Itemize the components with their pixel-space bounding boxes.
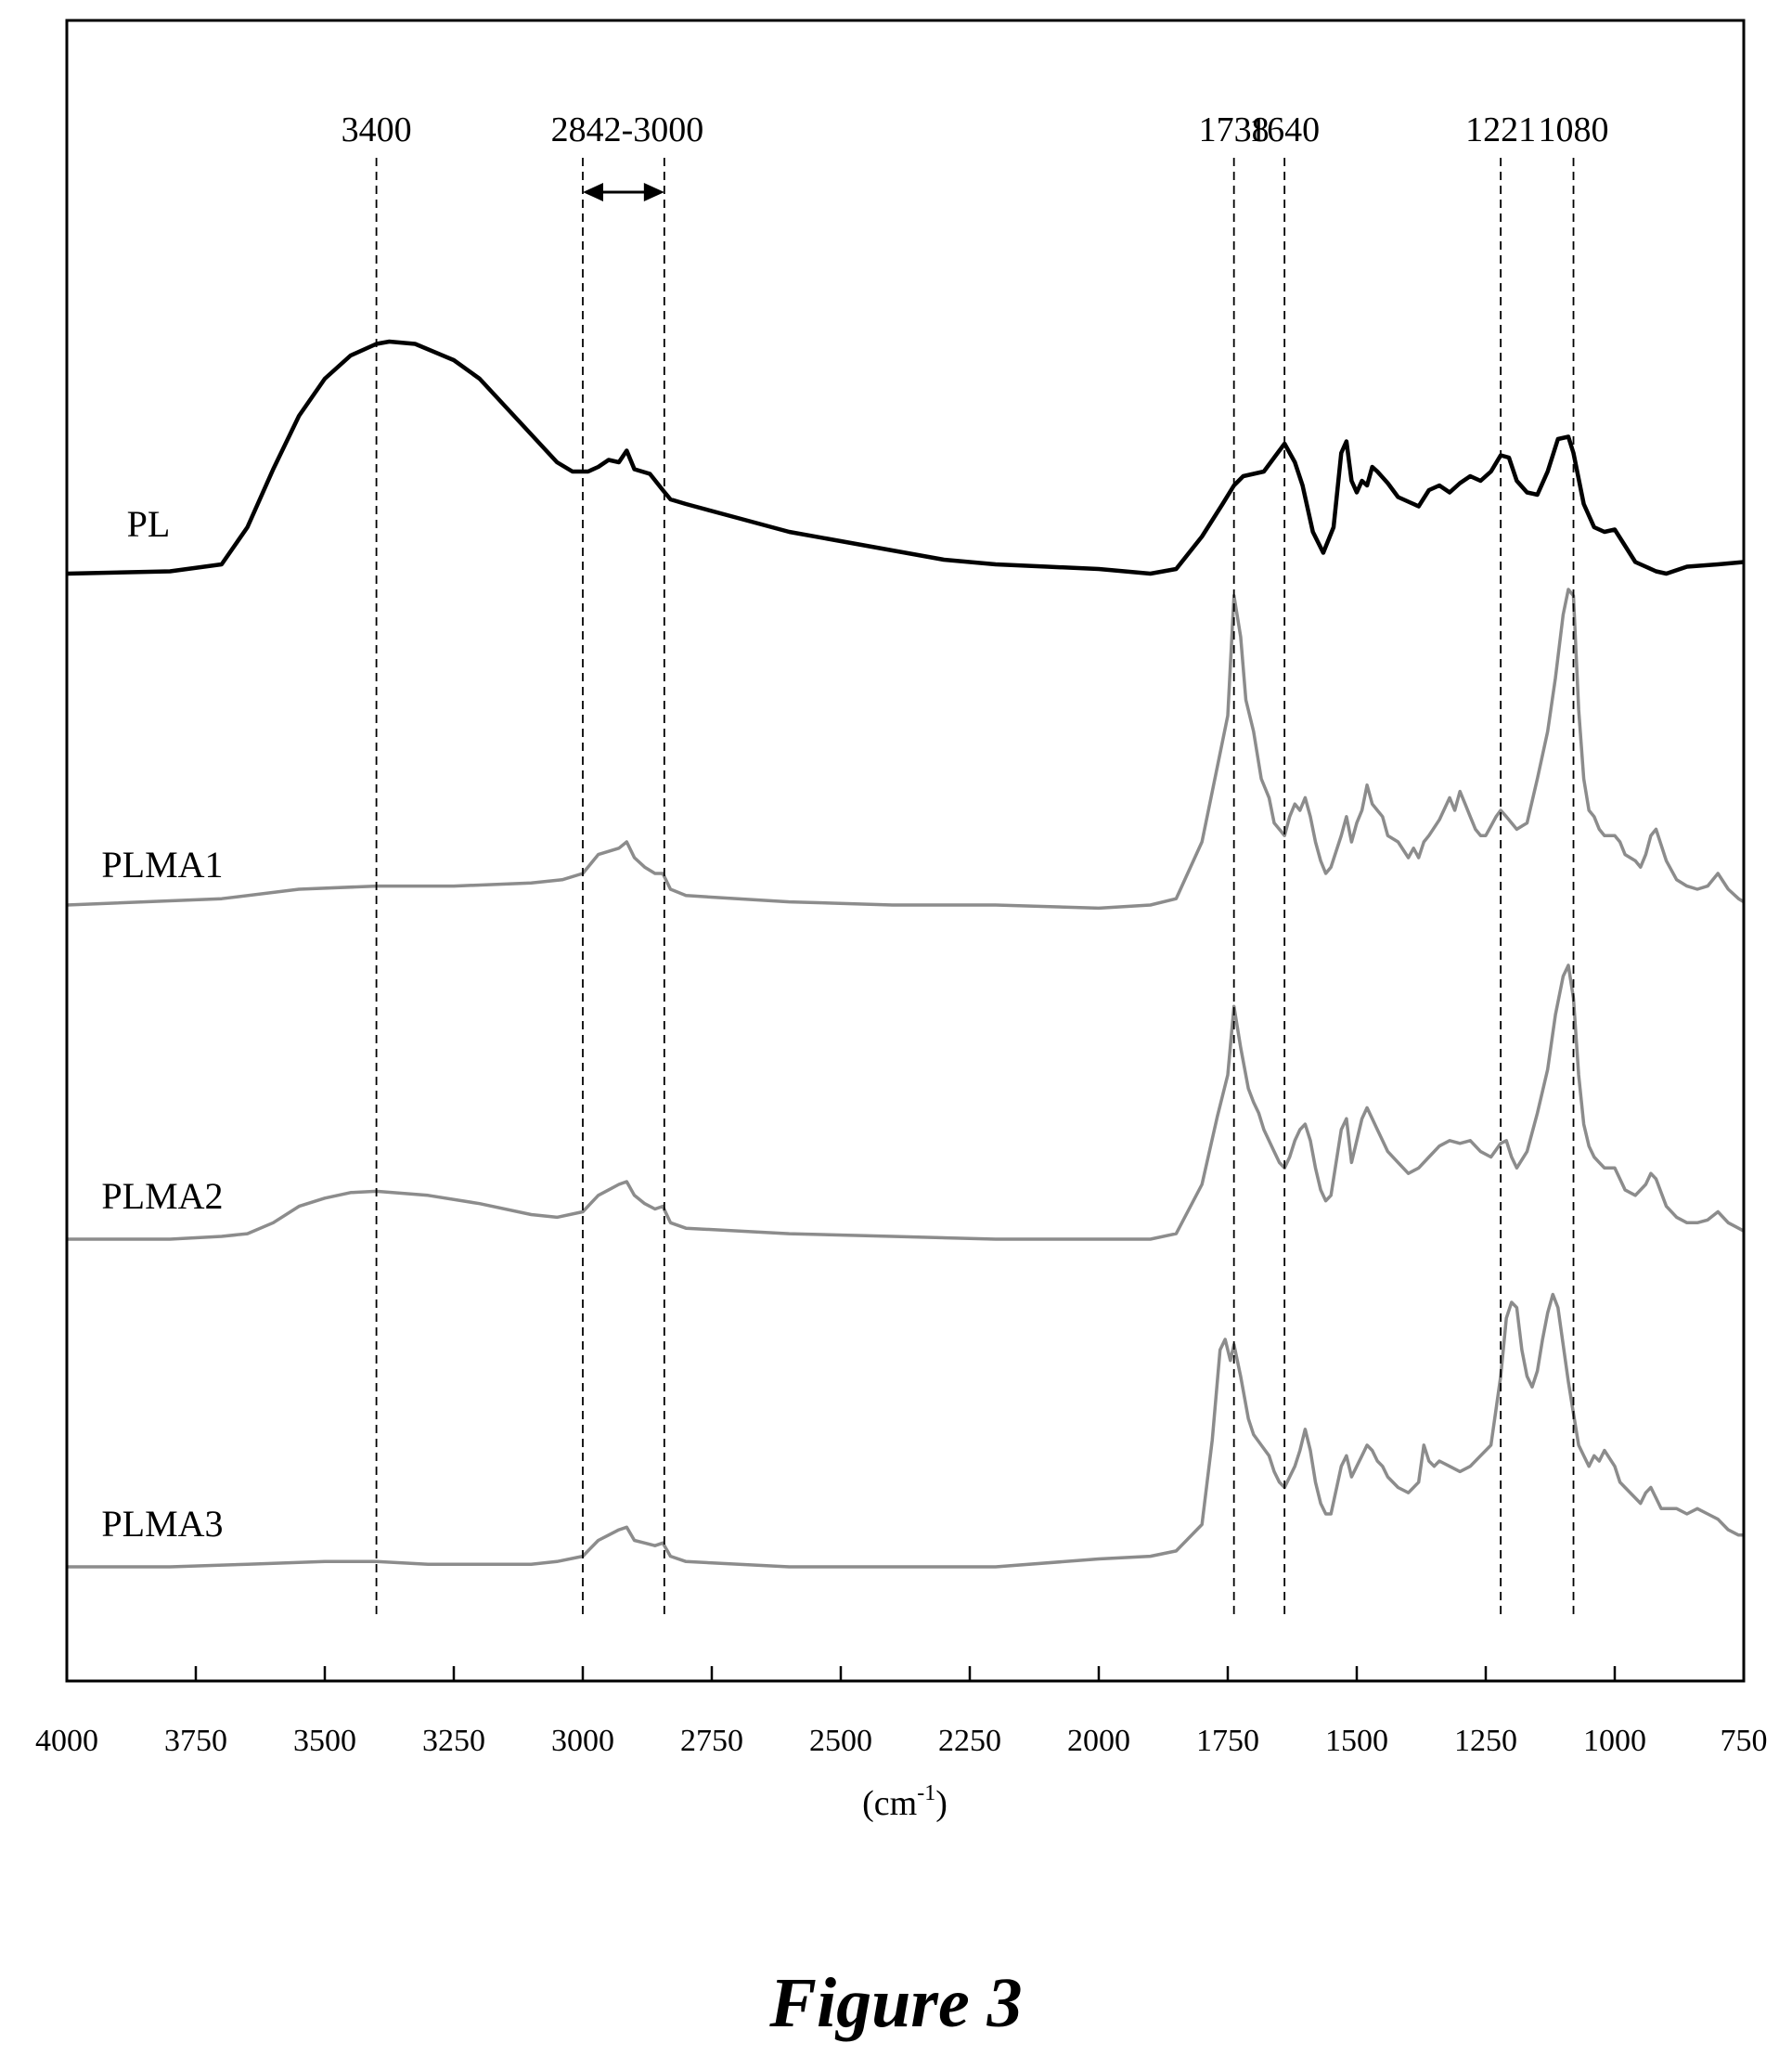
x-tick-label-3750: 3750 (164, 1724, 227, 1758)
range-arrow-head-left (583, 183, 603, 201)
series-label-plma1: PLMA1 (101, 844, 223, 886)
x-tick-label-1750: 1750 (1196, 1724, 1259, 1758)
peak-label-1080: 1080 (1539, 110, 1609, 149)
plot-frame (65, 19, 1746, 1683)
peak-label-1221: 1221 (1465, 110, 1536, 149)
series-label-plma3: PLMA3 (101, 1503, 223, 1545)
x-tick-label-3250: 3250 (422, 1724, 485, 1758)
x-tick-label-1250: 1250 (1454, 1724, 1517, 1758)
peak-label-1738: 1738 (1199, 110, 1270, 149)
x-tick-label-3500: 3500 (293, 1724, 356, 1758)
peak-label-3400: 3400 (342, 110, 412, 149)
series-line-plma2 (67, 963, 1745, 1241)
x-tick-label-2250: 2250 (938, 1724, 1001, 1758)
x-tick-label-4000: 4000 (35, 1724, 98, 1758)
series-label-group: PL PLMA1 PLMA2 PLMA3 (101, 503, 223, 1545)
series-line-plma1 (66, 588, 1745, 911)
figure-caption: Figure 3 (769, 1964, 1023, 2042)
range-label: 2842-3000 (551, 110, 704, 149)
series-line-plma3 (67, 1292, 1744, 1569)
spectrum-traces (66, 339, 1745, 1569)
x-tick-label-1500: 1500 (1325, 1724, 1388, 1758)
x-axis: 4000 3750 3500 3250 3000 2750 2500 2250 2000 1750… (35, 1666, 1768, 1758)
x-tick-label-750: 750 (1721, 1724, 1768, 1758)
x-tick-label-3000: 3000 (551, 1724, 614, 1758)
x-axis-label: (cm-1) (862, 1781, 948, 1823)
series-label-plma2: PLMA2 (101, 1175, 223, 1217)
peak-label-1640: 1640 (1249, 110, 1320, 149)
x-tick-label-2750: 2750 (680, 1724, 743, 1758)
series-label-pl: PL (127, 503, 171, 545)
series-line-pl (66, 339, 1745, 576)
x-tick-label-2500: 2500 (809, 1724, 872, 1758)
x-tick-label-2000: 2000 (1067, 1724, 1130, 1758)
range-arrow-head-right (643, 183, 664, 201)
x-tick-label-1000: 1000 (1583, 1724, 1646, 1758)
